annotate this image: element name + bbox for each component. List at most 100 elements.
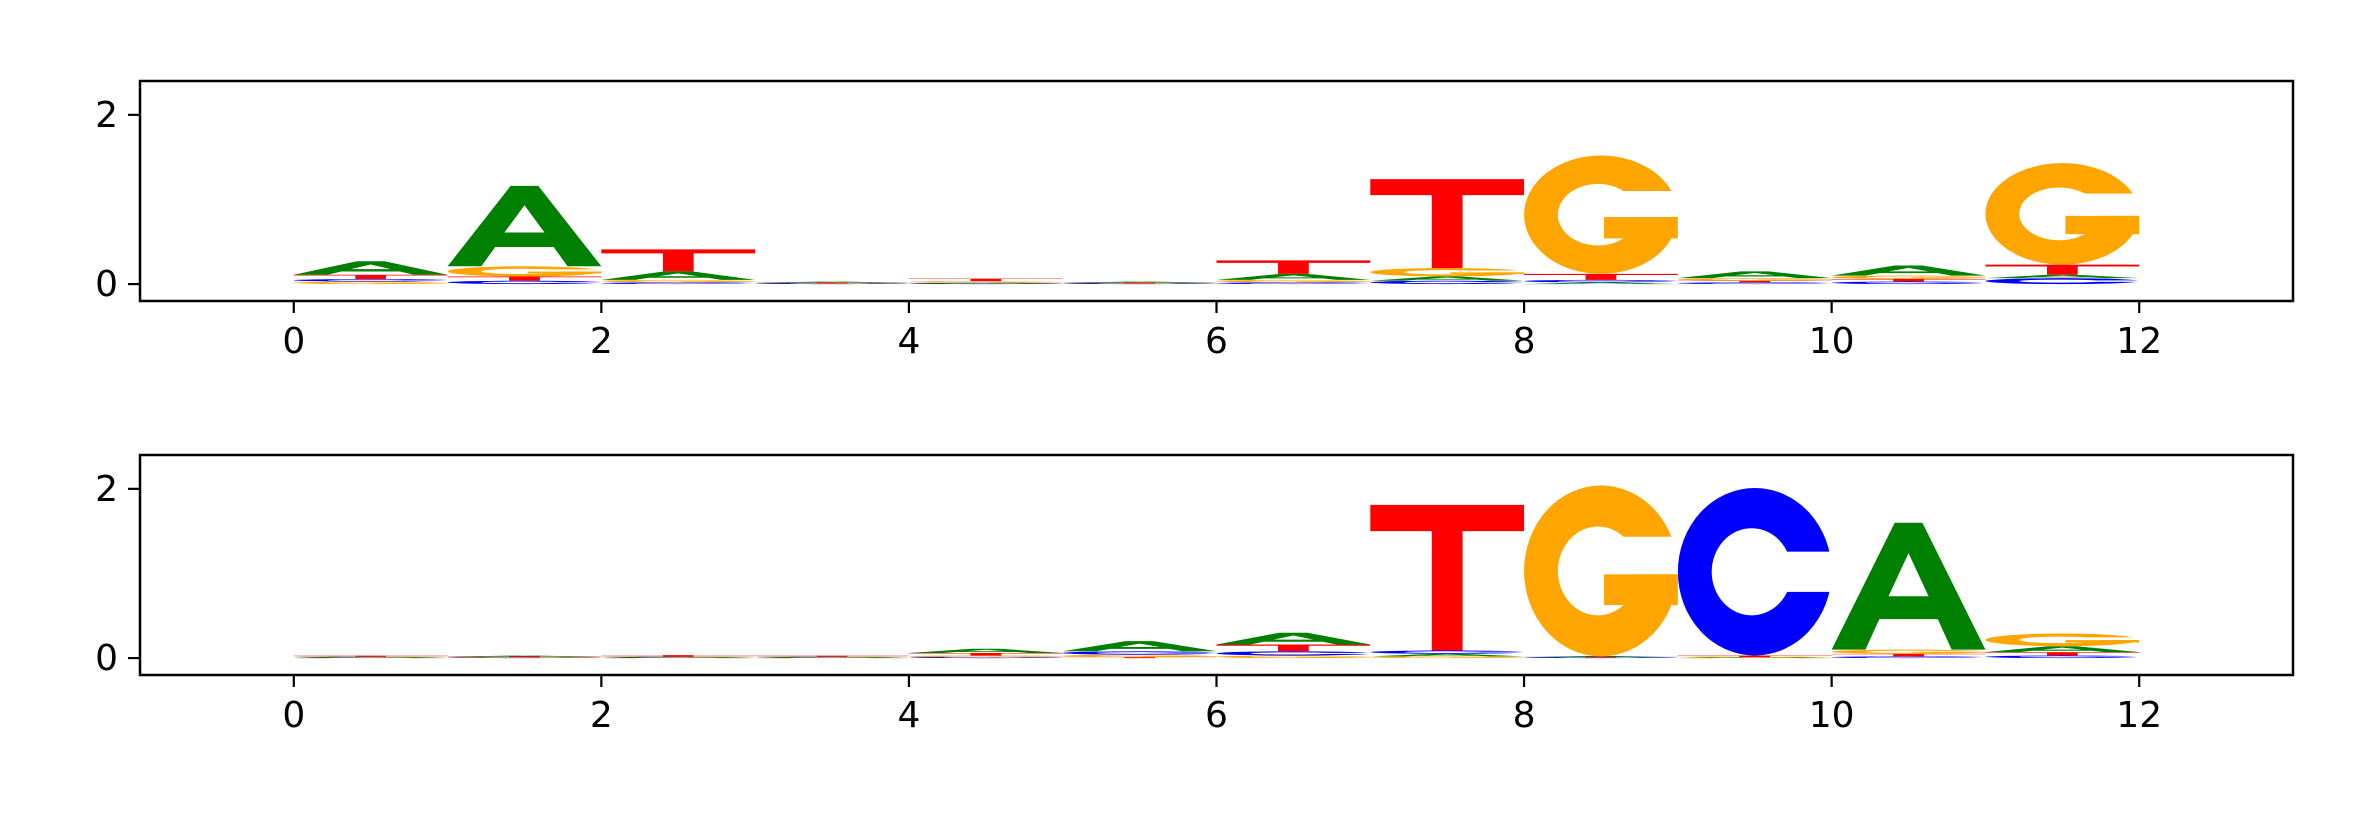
x-tick-label: 8 — [1513, 321, 1536, 362]
x-tick-label: 10 — [1809, 695, 1855, 736]
x-axis-top: 0 2 4 6 8 10 12 — [282, 301, 2162, 362]
logo-letter-c-pos-9 — [1677, 488, 1835, 656]
logo-letter-a-pos-9 — [1677, 656, 1832, 659]
x-tick-label: 4 — [897, 321, 920, 362]
logo-letter-g-pos-10 — [1831, 649, 1989, 654]
logo-letter-t-pos-10 — [1831, 653, 1986, 657]
logo-letter-g-pos-2 — [601, 656, 759, 658]
logo-letter-g-pos-0 — [293, 656, 451, 658]
x-tick-label: 0 — [282, 695, 305, 736]
x-tick-label: 0 — [282, 321, 305, 362]
logo-letter-t-pos-2 — [601, 249, 756, 272]
logo-letter-c-pos-0 — [293, 279, 451, 282]
logo-letter-a-pos-0 — [293, 656, 448, 659]
logo-letter-g-pos-7 — [1370, 656, 1528, 659]
logo-letter-g-pos-9 — [1677, 278, 1835, 281]
logo-letter-g-pos-1 — [447, 266, 605, 277]
y-tick-label: 0 — [95, 638, 118, 679]
y-tick-label: 0 — [95, 264, 118, 305]
x-axis-bottom: 0 2 4 6 8 10 12 — [282, 675, 2162, 736]
logo-letter-g-pos-3 — [755, 656, 913, 658]
logo-letter-t-pos-2 — [601, 655, 756, 657]
logo-letter-a-pos-10 — [1831, 265, 1986, 276]
logo-letter-t-pos-5 — [1062, 656, 1217, 659]
logo-letter-g-pos-4 — [908, 655, 1066, 658]
logo-letter-t-pos-3 — [755, 655, 909, 657]
y-axis-bottom: 02 — [95, 469, 140, 679]
logo-letter-c-pos-11 — [1985, 655, 2143, 659]
logo-letter-t-pos-7 — [1370, 504, 1525, 651]
logo-letter-t-pos-1 — [447, 276, 602, 281]
logo-letter-t-pos-9 — [1677, 280, 1832, 283]
y-tick-label: 2 — [95, 95, 118, 136]
logo-letter-g-pos-2 — [601, 279, 759, 283]
logo-letter-c-pos-10 — [1831, 656, 1989, 659]
logo-letter-g-pos-7 — [1370, 268, 1528, 277]
logo-letter-c-pos-6 — [1216, 651, 1374, 656]
logo-letter-a-pos-8 — [1524, 656, 1678, 658]
logo-letter-g-pos-6 — [1216, 279, 1374, 283]
logo-letter-g-pos-5 — [1062, 654, 1220, 658]
logo-letter-a-pos-3 — [755, 656, 909, 659]
logo-letter-c-pos-8 — [1524, 279, 1681, 283]
logo-letter-c-pos-5 — [1062, 282, 1220, 285]
logo-letter-a-pos-10 — [1831, 522, 1986, 650]
logo-letter-a-pos-5 — [1062, 641, 1217, 652]
logo-letter-t-pos-6 — [1216, 644, 1371, 652]
logo-letter-c-pos-9 — [1677, 282, 1835, 285]
logo-letter-a-pos-7 — [1370, 276, 1525, 281]
logo-letter-g-pos-0 — [293, 281, 451, 285]
x-tick-label: 6 — [1205, 695, 1228, 736]
logo-letter-c-pos-4 — [908, 656, 1066, 659]
logo-letter-t-pos-11 — [1985, 264, 2140, 275]
x-tick-label: 2 — [590, 695, 613, 736]
logo-letter-t-pos-0 — [293, 274, 448, 279]
logo-letter-a-pos-6 — [1216, 632, 1371, 645]
logo-letter-c-pos-10 — [1831, 281, 1989, 285]
logo-letter-c-pos-5 — [1062, 651, 1220, 655]
logo-letter-g-pos-8 — [1524, 485, 1681, 657]
logo-letter-a-pos-11 — [1985, 646, 2140, 653]
logo-letter-a-pos-1 — [447, 185, 602, 267]
logo-letter-c-pos-1 — [447, 280, 605, 285]
logo-letter-t-pos-1 — [447, 656, 602, 658]
logo-letter-g-pos-11 — [1985, 163, 2143, 265]
y-axis-top: 02 — [95, 95, 140, 305]
logo-letter-t-pos-0 — [293, 655, 448, 657]
logo-letter-t-pos-6 — [1216, 260, 1371, 274]
logo-letter-g-pos-4 — [908, 281, 1066, 283]
logo-letters-bottom — [293, 485, 2143, 659]
logo-letter-g-pos-1 — [447, 656, 605, 658]
logo-letter-a-pos-5 — [1062, 281, 1217, 283]
logo-panel-top: 0 2 4 6 8 10 12 02 — [95, 79, 2295, 362]
logo-letter-a-pos-2 — [601, 656, 756, 659]
x-tick-label: 10 — [1809, 321, 1855, 362]
logo-letter-a-pos-2 — [601, 271, 756, 280]
logo-letters-top — [293, 155, 2143, 285]
logo-letter-c-pos-7 — [1370, 280, 1528, 285]
logo-panel-bottom: 0 2 4 6 8 10 12 02 — [95, 453, 2295, 736]
x-tick-label: 8 — [1513, 695, 1536, 736]
logo-letter-c-pos-6 — [1216, 282, 1374, 285]
logo-letter-g-pos-6 — [1216, 655, 1374, 659]
logo-letter-a-pos-8 — [1524, 282, 1678, 285]
logo-letter-a-pos-9 — [1677, 271, 1832, 279]
x-tick-label: 2 — [590, 321, 613, 362]
logo-letter-a-pos-6 — [1216, 273, 1371, 280]
logo-letter-a-pos-4 — [908, 282, 1063, 284]
logo-letter-t-pos-8 — [1524, 656, 1678, 658]
logo-letter-a-pos-0 — [293, 261, 448, 275]
logo-letter-a-pos-1 — [447, 655, 602, 657]
logo-letter-g-pos-9 — [1677, 656, 1835, 658]
logo-letter-t-pos-9 — [1677, 655, 1832, 658]
logo-letter-t-pos-7 — [1370, 179, 1525, 268]
logo-letter-a-pos-4 — [908, 648, 1063, 653]
x-tick-label: 4 — [897, 695, 920, 736]
logo-letter-a-pos-7 — [1370, 653, 1525, 657]
logo-letter-t-pos-8 — [1524, 273, 1678, 280]
logo-letter-c-pos-11 — [1985, 278, 2143, 285]
logo-letter-c-pos-3 — [755, 282, 913, 285]
y-tick-label: 2 — [95, 469, 118, 510]
x-tick-label: 12 — [2116, 321, 2162, 362]
